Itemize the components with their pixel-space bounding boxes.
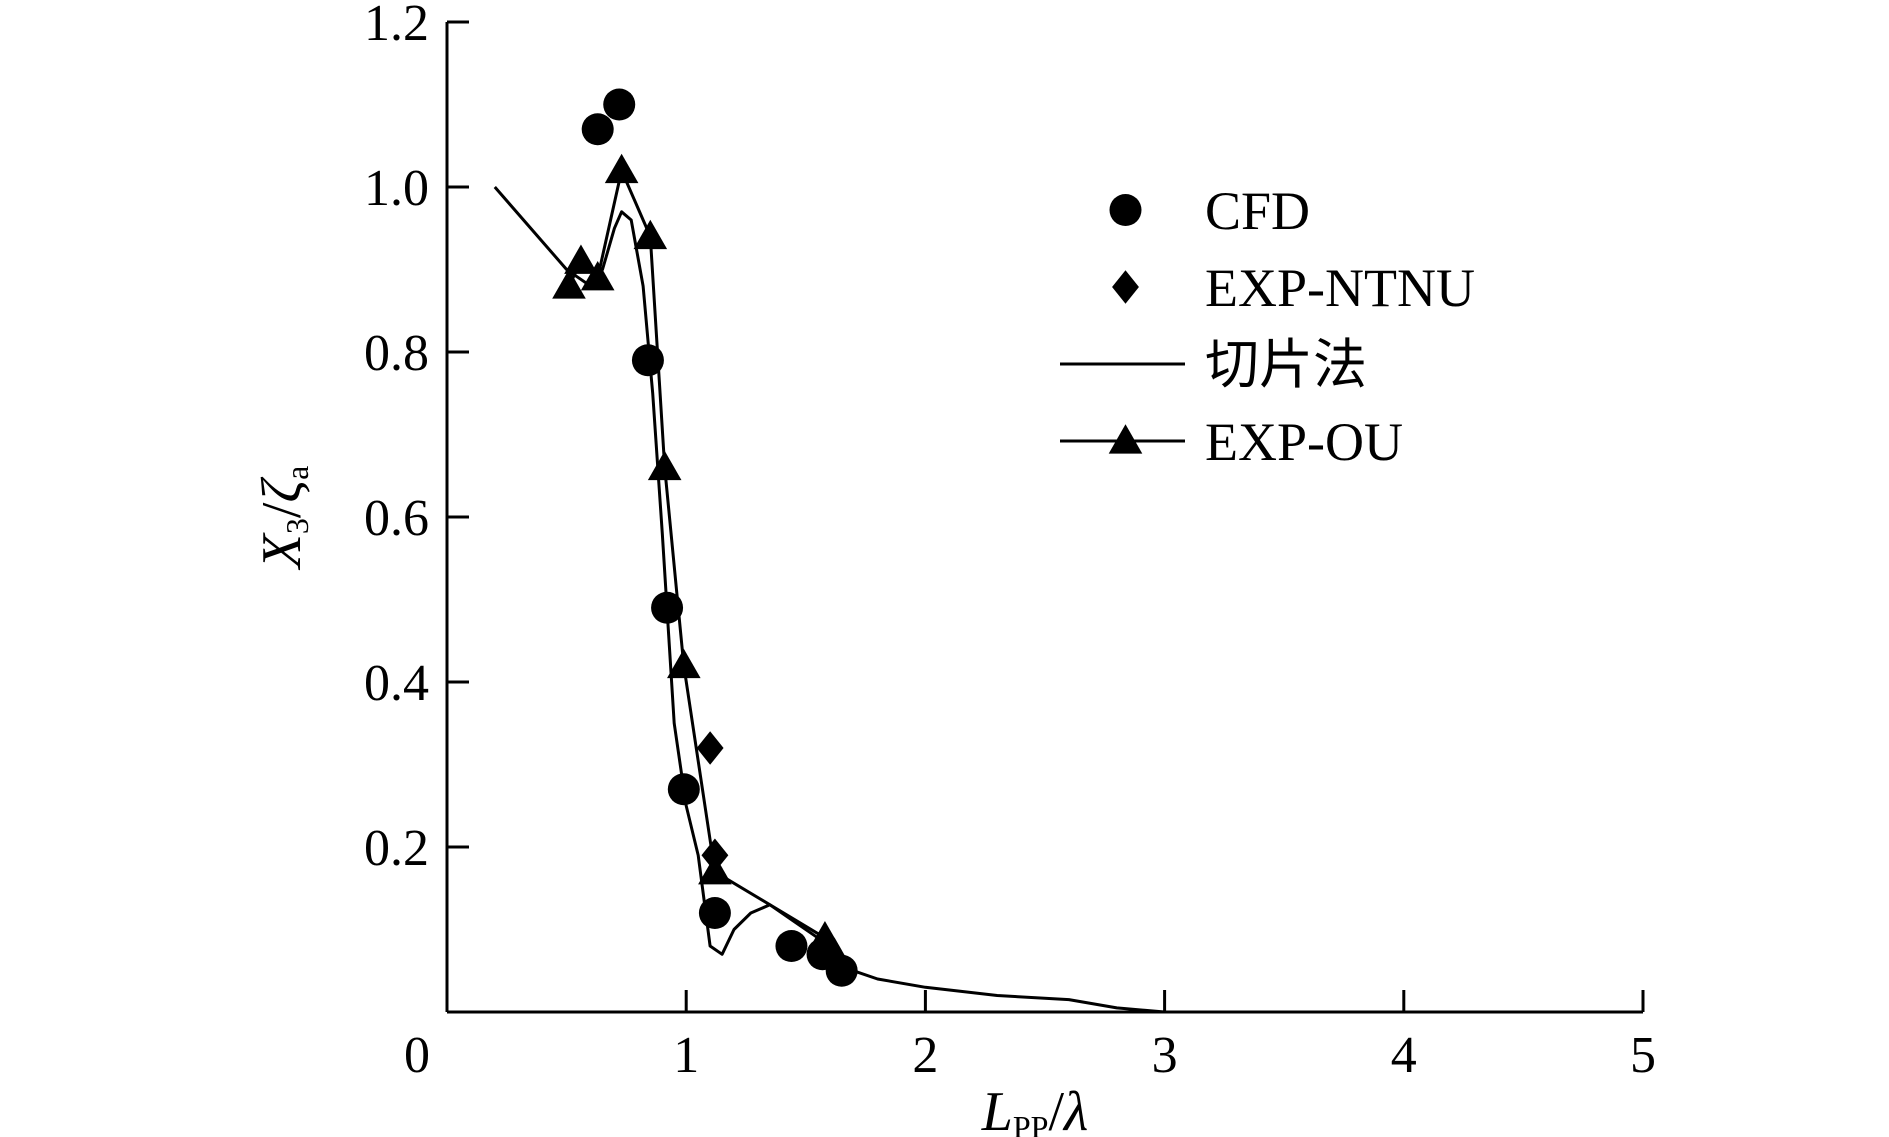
data-point-triangle bbox=[647, 450, 682, 481]
legend-label: CFD bbox=[1205, 181, 1310, 241]
x-tick-label: 0 bbox=[404, 1027, 430, 1084]
x-tick-label: 4 bbox=[1391, 1027, 1417, 1084]
data-point-circle bbox=[603, 88, 636, 121]
legend: CFD EXP-NTNU 切片法 EXP-OU bbox=[1060, 181, 1475, 472]
data-point-triangle bbox=[552, 269, 586, 299]
data-point-triangle bbox=[580, 260, 615, 291]
data-point-triangle bbox=[698, 854, 732, 885]
y-tick-label: 0.2 bbox=[364, 820, 429, 877]
y-tick-label: 0.4 bbox=[364, 655, 429, 712]
y-tick-label: 0.8 bbox=[364, 325, 429, 382]
legend-label: EXP-NTNU bbox=[1205, 258, 1475, 318]
x-axis-title-lambda: λ bbox=[1062, 1081, 1088, 1137]
plot-area bbox=[493, 88, 1596, 1014]
legend-marker-diamond bbox=[1112, 270, 1139, 304]
data-point-triangle bbox=[564, 244, 598, 274]
data-point-triangle bbox=[817, 937, 852, 967]
legend-item: EXP-OU bbox=[1060, 412, 1403, 472]
data-point-triangle bbox=[667, 648, 701, 679]
x-tick-label: 2 bbox=[912, 1027, 938, 1084]
ticks: 0 1 2 3 4 5 0.2 0.4 0.6 0.8 1.0 1.2 bbox=[364, 0, 1656, 1084]
legend-marker-triangle bbox=[1108, 424, 1143, 454]
legend-label: 切片法 bbox=[1205, 335, 1367, 395]
legend-item: 切片法 bbox=[1060, 335, 1367, 395]
legend-marker-circle bbox=[1109, 194, 1142, 226]
legend-label: EXP-OU bbox=[1205, 412, 1403, 472]
y-tick-label: 1.0 bbox=[364, 160, 429, 217]
data-point-circle bbox=[581, 113, 614, 146]
series-line bbox=[493, 186, 1596, 1014]
y-tick-label: 0.6 bbox=[364, 490, 429, 547]
y-tick-label: 1.2 bbox=[364, 0, 429, 52]
x-tick-label: 1 bbox=[673, 1027, 699, 1084]
data-point-triangle bbox=[633, 219, 668, 250]
x-tick-label: 5 bbox=[1630, 1027, 1656, 1084]
series-2 bbox=[493, 186, 1596, 1014]
series-3 bbox=[552, 153, 852, 967]
legend-item: CFD bbox=[1109, 181, 1310, 241]
data-point-circle bbox=[775, 930, 808, 962]
data-point-triangle bbox=[604, 153, 639, 184]
y-axis-title: X3/ζa bbox=[251, 466, 315, 571]
data-point-diamond bbox=[696, 731, 724, 765]
data-point-circle bbox=[631, 344, 664, 377]
legend-item: EXP-NTNU bbox=[1112, 258, 1475, 318]
x-axis-title: LPP/λ bbox=[981, 1081, 1089, 1137]
x-tick-label: 3 bbox=[1152, 1027, 1178, 1084]
